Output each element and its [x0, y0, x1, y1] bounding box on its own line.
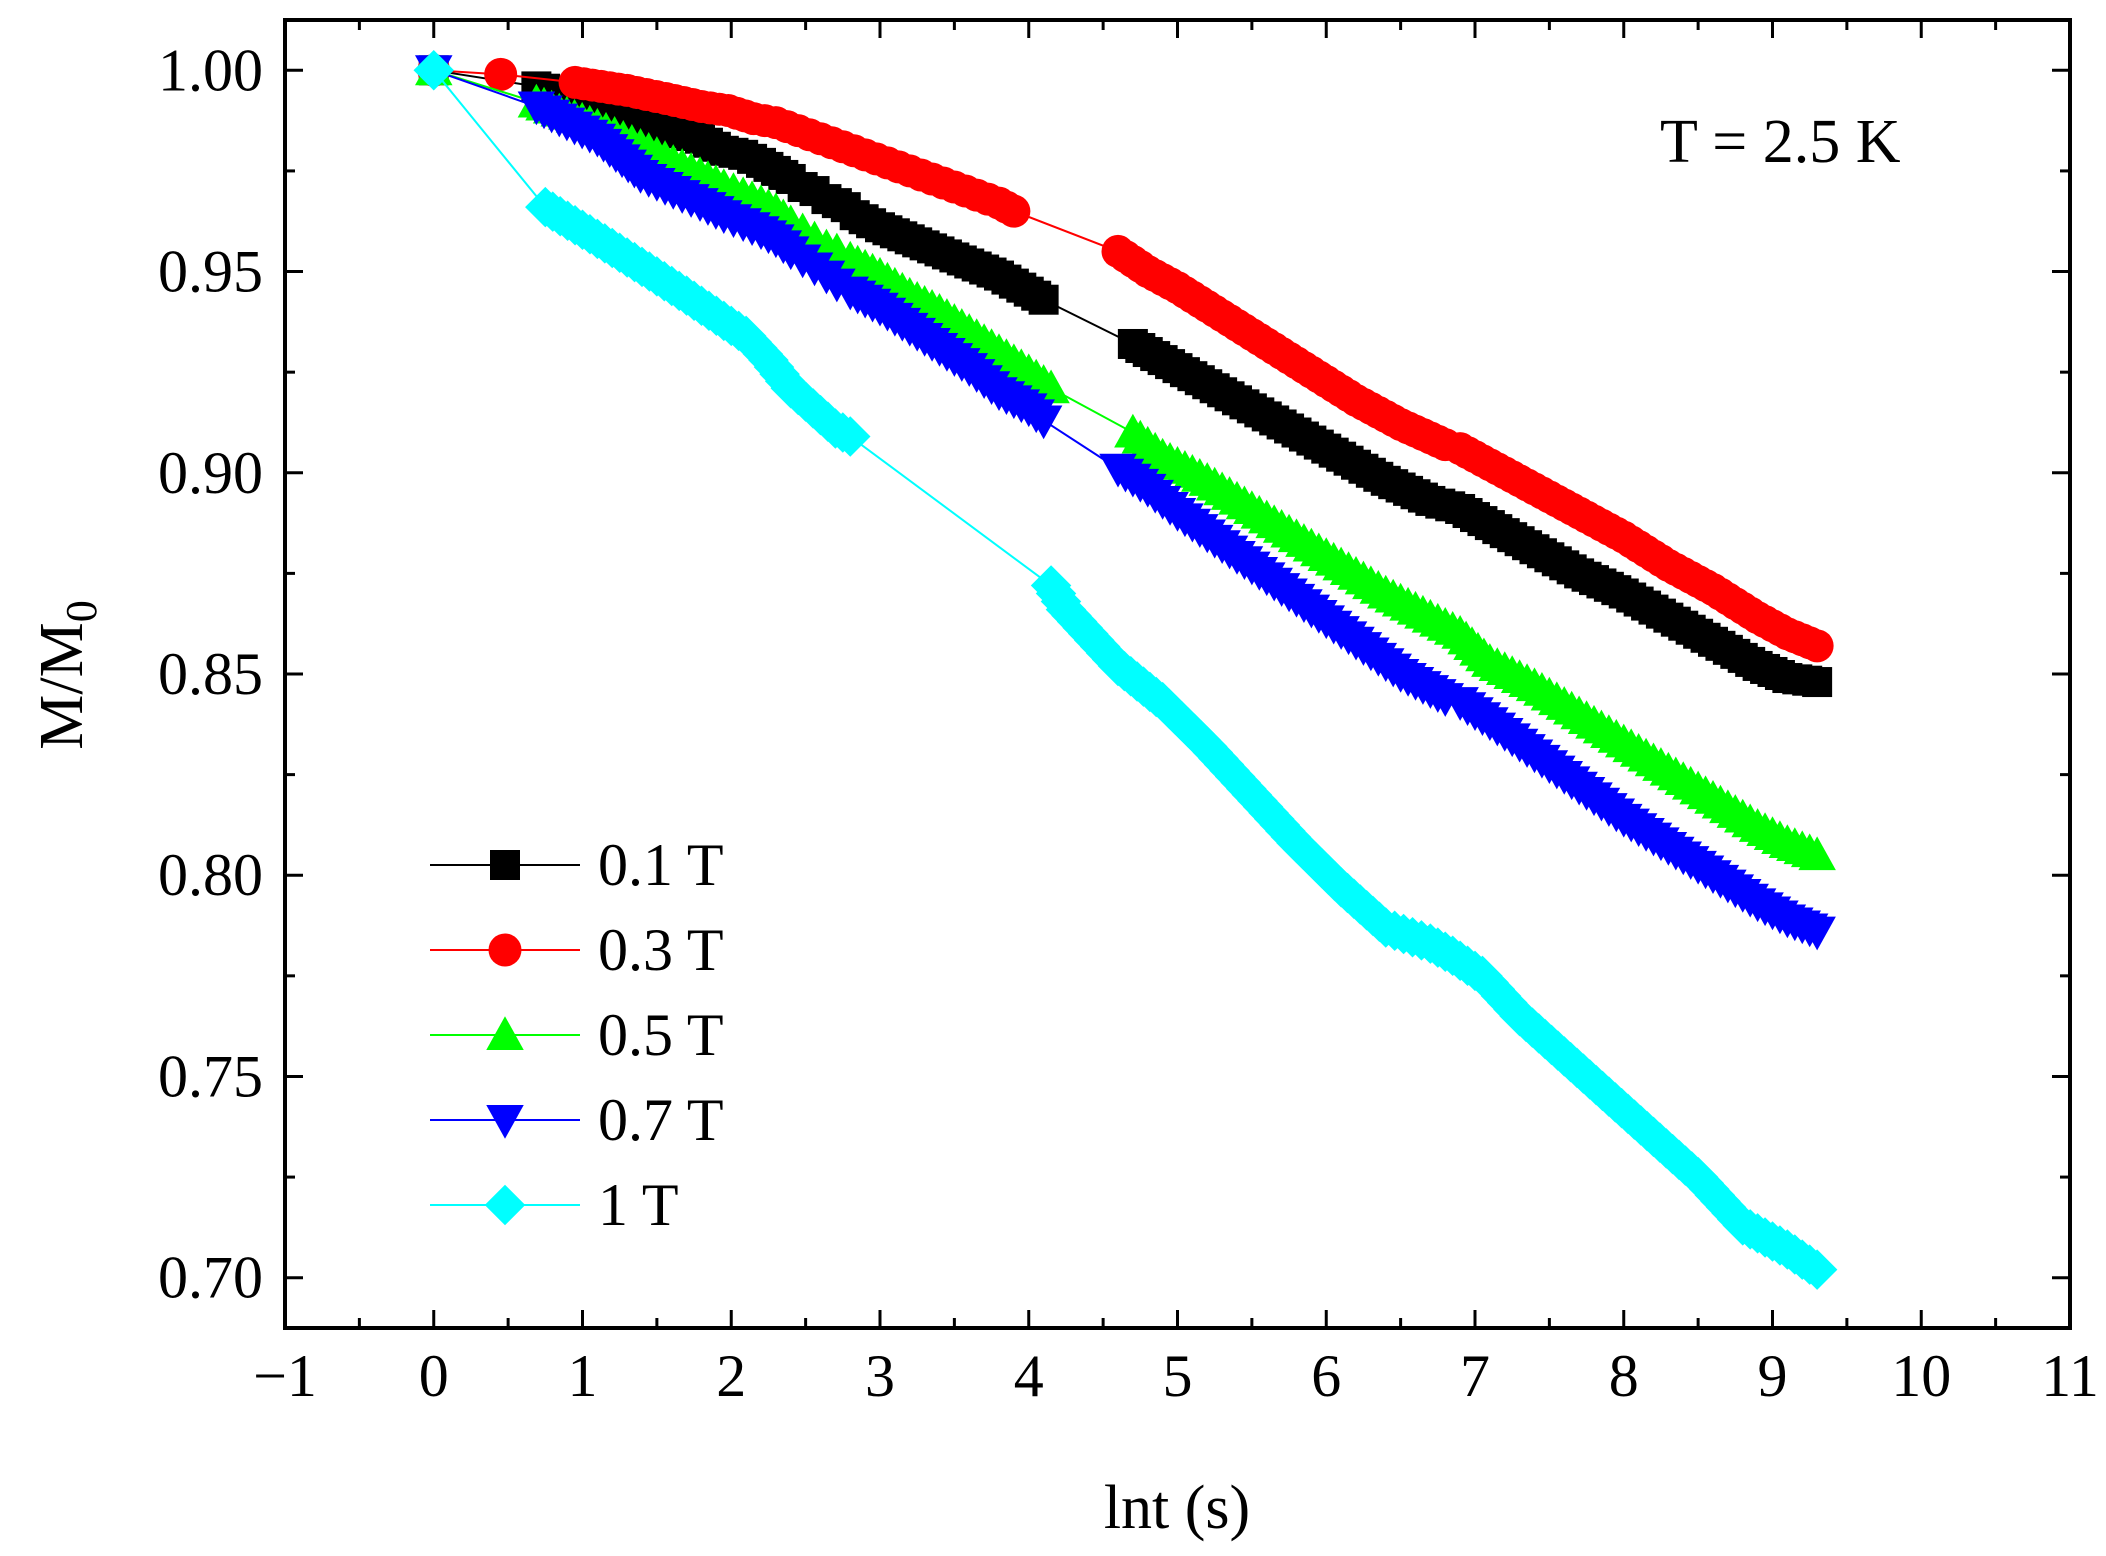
x-tick-label: 0	[419, 1343, 449, 1409]
legend-marker	[486, 1016, 524, 1050]
y-tick-label: 1.00	[158, 37, 263, 103]
x-tick-label: 1	[568, 1343, 598, 1409]
x-tick-label: 7	[1460, 1343, 1490, 1409]
series-0_5-T	[415, 51, 1836, 871]
legend-marker	[490, 850, 520, 880]
legend-marker	[488, 933, 522, 967]
y-axis: 0.70 0.75 0.80 0.85 0.90 0.95 1.00	[158, 37, 2070, 1311]
y-tick-label: 0.75	[158, 1043, 263, 1109]
x-axis-title: lnt (s)	[1104, 1474, 1250, 1542]
data-point	[1798, 836, 1836, 871]
series-0_7-T	[415, 55, 1836, 951]
y-tick-label: 0.70	[158, 1245, 263, 1311]
x-tick-label: 9	[1758, 1343, 1788, 1409]
legend-label: 0.1 T	[598, 832, 724, 898]
legend-item: 1 T	[430, 1172, 679, 1238]
legend-marker	[484, 1184, 526, 1226]
x-tick-label: 6	[1311, 1343, 1341, 1409]
x-tick-label: 8	[1609, 1343, 1639, 1409]
legend-label: 0.7 T	[598, 1087, 724, 1153]
y-tick-label: 0.95	[158, 239, 263, 305]
x-tick-label: 10	[1891, 1343, 1951, 1409]
series-0_3-T	[417, 53, 1834, 663]
annotation-temperature: T = 2.5 K	[1660, 108, 1901, 176]
legend: 0.1 T 0.3 T 0.5 T 0.7 T 1 T	[430, 832, 724, 1238]
x-tick-label: −1	[253, 1343, 317, 1409]
legend-label: 0.5 T	[598, 1002, 724, 1068]
x-tick-label: 11	[2041, 1343, 2099, 1409]
y-tick-label: 0.80	[158, 842, 263, 908]
legend-marker	[486, 1105, 524, 1139]
data-point	[1798, 916, 1836, 951]
series-1-T	[413, 50, 1838, 1290]
data-point	[484, 57, 518, 91]
x-tick-label: 4	[1014, 1343, 1044, 1409]
x-axis: −1 0 1 2 3 4 5 6 7 8 9 10 11	[253, 20, 2099, 1409]
legend-item: 0.1 T	[430, 832, 724, 898]
legend-item: 0.7 T	[430, 1087, 724, 1153]
legend-item: 0.5 T	[430, 1002, 724, 1068]
data-point	[1800, 629, 1834, 663]
data-point	[1796, 1249, 1838, 1290]
series-layer	[413, 50, 1838, 1290]
x-tick-label: 5	[1163, 1343, 1193, 1409]
y-tick-label: 0.90	[158, 440, 263, 506]
y-axis-title-main: M/M	[28, 622, 96, 749]
y-axis-title-subscript: 0	[57, 600, 106, 622]
data-point	[997, 194, 1031, 228]
data-point	[1024, 405, 1063, 440]
legend-label: 0.3 T	[598, 917, 724, 983]
data-point	[413, 50, 454, 91]
x-tick-label: 3	[865, 1343, 895, 1409]
legend-label: 1 T	[598, 1172, 679, 1238]
y-axis-title: M/M0	[28, 600, 106, 749]
x-tick-label: 2	[716, 1343, 746, 1409]
data-point	[1802, 667, 1833, 698]
data-point	[830, 416, 871, 457]
y-tick-label: 0.85	[158, 641, 263, 707]
data-point	[1028, 284, 1059, 315]
legend-item: 0.3 T	[430, 917, 724, 983]
